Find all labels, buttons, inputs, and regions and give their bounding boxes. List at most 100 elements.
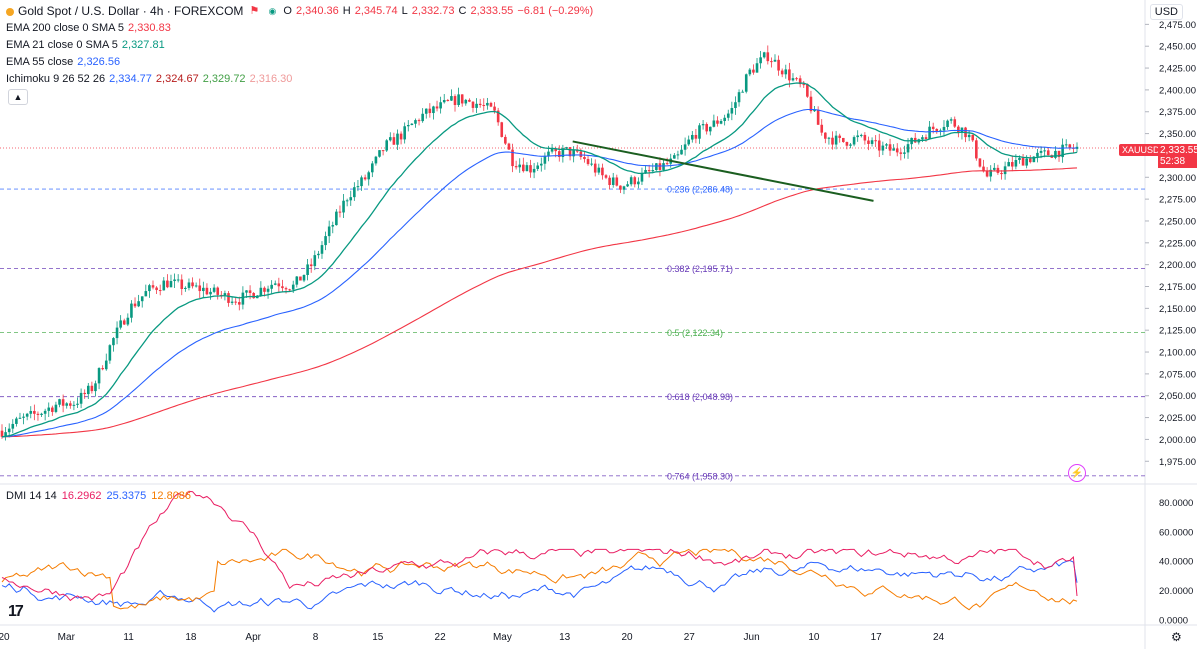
- candle-body: [1043, 150, 1046, 152]
- candle-body: [86, 385, 90, 395]
- candle-body: [593, 163, 597, 173]
- candle-body: [651, 170, 655, 172]
- candle-body: [601, 167, 604, 176]
- indicator-ichimoku[interactable]: Ichimoku 9 26 52 26 2,334.77 2,324.67 2,…: [6, 71, 593, 88]
- candle-body: [392, 137, 396, 145]
- candle-body: [173, 279, 176, 282]
- candle-body: [953, 119, 957, 127]
- chevron-up-icon: ▲: [13, 92, 23, 102]
- candle-body: [701, 124, 705, 126]
- candle-body: [309, 264, 313, 267]
- candle-body: [140, 296, 144, 302]
- candle-body: [683, 144, 687, 150]
- candle-body: [460, 94, 464, 104]
- candle-body: [522, 164, 525, 172]
- candle-body: [69, 403, 72, 406]
- candle-body: [971, 134, 975, 141]
- candle-body: [435, 106, 439, 109]
- candle-body: [719, 120, 723, 124]
- gold-symbol-icon: [6, 7, 14, 16]
- y-axis-label: 2,450.00: [1159, 42, 1196, 53]
- candle-body: [816, 109, 820, 125]
- collapse-legend-button[interactable]: ▲: [8, 89, 28, 105]
- candle-body: [493, 106, 496, 111]
- x-axis-label: 13: [559, 632, 571, 643]
- x-axis-label: 18: [185, 632, 197, 643]
- candle-body: [288, 289, 291, 291]
- candle-body: [79, 392, 83, 404]
- fib-level-label: 0.764 (1,958.30): [667, 471, 733, 481]
- candle-body: [1014, 160, 1018, 167]
- x-axis-label: 17: [871, 632, 883, 643]
- candle-body: [633, 177, 637, 185]
- candle-body: [18, 417, 22, 419]
- candle-body: [949, 119, 953, 121]
- candle-body: [496, 110, 500, 123]
- candle-body: [827, 137, 831, 139]
- candle-body: [788, 69, 791, 81]
- candle-body: [1018, 157, 1021, 161]
- candle-body: [824, 132, 827, 139]
- ticker-tag: XAUUSD: [1119, 144, 1163, 156]
- candle-body: [176, 279, 180, 281]
- indicator-ema200[interactable]: EMA 200 close 0 SMA 5 2,330.83: [6, 20, 593, 37]
- dmi-line: [1, 490, 1078, 602]
- indicator-label: EMA 200 close 0 SMA 5: [6, 22, 125, 34]
- candle-body: [662, 163, 665, 170]
- flag-icon[interactable]: ⚑: [249, 5, 260, 17]
- candle-body: [133, 303, 137, 307]
- candle-body: [532, 168, 536, 173]
- tradingview-logo-icon[interactable]: 17: [8, 603, 24, 620]
- currency-label[interactable]: USD: [1149, 4, 1183, 20]
- candle-body: [644, 169, 647, 174]
- candle-body: [270, 284, 273, 289]
- candle-body: [831, 137, 834, 145]
- candle-body: [191, 282, 194, 287]
- candle-body: [759, 57, 762, 64]
- candle-body: [748, 69, 752, 75]
- symbol-title[interactable]: Gold Spot / U.S. Dollar · 4h · FOREXCOM: [18, 4, 244, 18]
- candle-body: [291, 284, 295, 290]
- candle-body: [716, 120, 719, 124]
- candle-body: [302, 274, 306, 281]
- gear-icon[interactable]: ⚙: [1171, 630, 1182, 644]
- candle-body: [442, 100, 446, 103]
- candle-body: [230, 301, 234, 303]
- candle-body: [284, 288, 288, 290]
- candle-body: [0, 430, 4, 437]
- candle-body: [597, 167, 601, 173]
- candle-body: [457, 94, 460, 106]
- high-value: 2,345.74: [354, 5, 398, 17]
- candle-body: [342, 200, 345, 213]
- candle-body: [338, 211, 342, 213]
- candle-body: [766, 52, 770, 62]
- candle-body: [1046, 150, 1050, 156]
- indicator-ema21[interactable]: EMA 21 close 0 SMA 5 2,327.81: [6, 37, 593, 54]
- candle-body: [741, 91, 744, 93]
- x-axis-label: 8: [313, 632, 319, 643]
- x-axis-label: 11: [123, 632, 134, 643]
- last-price: 2,333.55: [1160, 145, 1197, 156]
- flash-icon[interactable]: ⚡: [1068, 464, 1086, 482]
- indicator-value: 2,316.30: [249, 73, 293, 85]
- candle-body: [148, 285, 151, 292]
- fib-level-label: 0.382 (2,195.71): [667, 264, 733, 274]
- candle-body: [967, 134, 971, 138]
- candle-body: [144, 291, 148, 297]
- candle-body: [881, 145, 885, 151]
- candle-body: [931, 126, 935, 129]
- candle-body: [676, 154, 680, 156]
- candle-body: [83, 392, 86, 395]
- candle-body: [978, 158, 982, 167]
- dmi-line: [1, 548, 1078, 611]
- candle-body: [43, 410, 47, 414]
- candle-body: [464, 99, 468, 104]
- candle-body: [47, 407, 51, 411]
- candle-body: [798, 78, 802, 85]
- dmi-legend[interactable]: DMI 14 14 16.2962 25.3375 12.8086: [6, 490, 191, 502]
- candle-body: [802, 84, 806, 86]
- candle-body: [212, 287, 216, 292]
- candle-body: [1032, 156, 1036, 163]
- indicator-ema55[interactable]: EMA 55 close 2,326.56: [6, 54, 593, 71]
